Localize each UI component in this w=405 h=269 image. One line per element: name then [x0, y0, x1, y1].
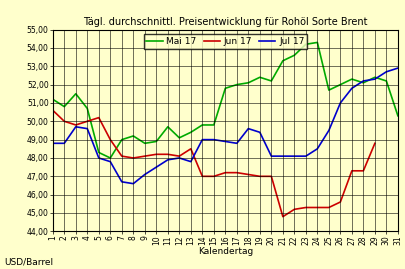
- Legend: Mai 17, Jun 17, Jul 17: Mai 17, Jun 17, Jul 17: [143, 34, 306, 48]
- Jul 17: [153, 165, 158, 169]
- Mai 17: [108, 156, 113, 160]
- Jun 17: [371, 142, 376, 145]
- Jul 17: [85, 127, 90, 130]
- Jul 17: [245, 127, 250, 130]
- Jun 17: [360, 169, 365, 172]
- Mai 17: [211, 123, 216, 127]
- Jul 17: [360, 79, 365, 83]
- Title: Tägl. durchschnittl. Preisentwicklung für Rohöl Sorte Brent: Tägl. durchschnittl. Preisentwicklung fü…: [83, 17, 367, 27]
- X-axis label: Kalendertag: Kalendertag: [197, 247, 252, 256]
- Line: Jul 17: Jul 17: [53, 68, 397, 184]
- Mai 17: [303, 43, 307, 46]
- Jun 17: [337, 200, 342, 204]
- Jun 17: [50, 109, 55, 112]
- Jun 17: [245, 173, 250, 176]
- Jul 17: [314, 147, 319, 150]
- Jun 17: [211, 175, 216, 178]
- Jul 17: [73, 125, 78, 128]
- Mai 17: [165, 125, 170, 128]
- Jun 17: [257, 175, 262, 178]
- Mai 17: [394, 114, 399, 117]
- Jun 17: [165, 153, 170, 156]
- Jun 17: [222, 171, 227, 174]
- Jul 17: [130, 182, 135, 185]
- Mai 17: [188, 131, 193, 134]
- Mai 17: [73, 92, 78, 95]
- Jul 17: [119, 180, 124, 183]
- Jun 17: [73, 123, 78, 127]
- Mai 17: [280, 59, 285, 62]
- Mai 17: [199, 123, 204, 127]
- Jul 17: [383, 70, 388, 73]
- Mai 17: [257, 76, 262, 79]
- Jul 17: [108, 160, 113, 163]
- Mai 17: [268, 79, 273, 83]
- Jul 17: [177, 156, 181, 160]
- Mai 17: [349, 77, 354, 81]
- Jun 17: [188, 147, 193, 150]
- Jun 17: [85, 120, 90, 123]
- Jul 17: [371, 77, 376, 81]
- Jul 17: [349, 87, 354, 90]
- Jul 17: [337, 101, 342, 105]
- Jun 17: [268, 175, 273, 178]
- Mai 17: [245, 81, 250, 84]
- Jul 17: [326, 129, 330, 132]
- Jul 17: [62, 142, 66, 145]
- Jul 17: [222, 140, 227, 143]
- Mai 17: [85, 107, 90, 110]
- Jul 17: [394, 66, 399, 70]
- Jun 17: [108, 138, 113, 141]
- Mai 17: [234, 83, 239, 86]
- Mai 17: [371, 76, 376, 79]
- Jul 17: [50, 142, 55, 145]
- Mai 17: [337, 83, 342, 86]
- Line: Jun 17: Jun 17: [53, 110, 374, 217]
- Jul 17: [280, 154, 285, 158]
- Mai 17: [222, 87, 227, 90]
- Mai 17: [177, 136, 181, 139]
- Mai 17: [119, 138, 124, 141]
- Mai 17: [130, 134, 135, 137]
- Jul 17: [142, 173, 147, 176]
- Mai 17: [360, 81, 365, 84]
- Text: USD/Barrel: USD/Barrel: [4, 257, 53, 266]
- Jul 17: [291, 154, 296, 158]
- Line: Mai 17: Mai 17: [53, 43, 397, 158]
- Jun 17: [119, 154, 124, 158]
- Jul 17: [303, 154, 307, 158]
- Mai 17: [96, 151, 101, 154]
- Jun 17: [62, 120, 66, 123]
- Jul 17: [188, 160, 193, 163]
- Jun 17: [234, 171, 239, 174]
- Jul 17: [211, 138, 216, 141]
- Mai 17: [314, 41, 319, 44]
- Jul 17: [96, 156, 101, 160]
- Mai 17: [153, 140, 158, 143]
- Jun 17: [130, 156, 135, 160]
- Jun 17: [199, 175, 204, 178]
- Jul 17: [268, 154, 273, 158]
- Jun 17: [96, 116, 101, 119]
- Jul 17: [199, 138, 204, 141]
- Mai 17: [383, 79, 388, 83]
- Jun 17: [314, 206, 319, 209]
- Jun 17: [280, 215, 285, 218]
- Jun 17: [142, 154, 147, 158]
- Mai 17: [50, 98, 55, 101]
- Jun 17: [303, 206, 307, 209]
- Jul 17: [165, 158, 170, 161]
- Jul 17: [257, 131, 262, 134]
- Mai 17: [326, 89, 330, 92]
- Mai 17: [142, 142, 147, 145]
- Mai 17: [291, 54, 296, 57]
- Jun 17: [177, 154, 181, 158]
- Jun 17: [326, 206, 330, 209]
- Jul 17: [234, 142, 239, 145]
- Mai 17: [62, 105, 66, 108]
- Jun 17: [153, 153, 158, 156]
- Jun 17: [291, 208, 296, 211]
- Jun 17: [349, 169, 354, 172]
